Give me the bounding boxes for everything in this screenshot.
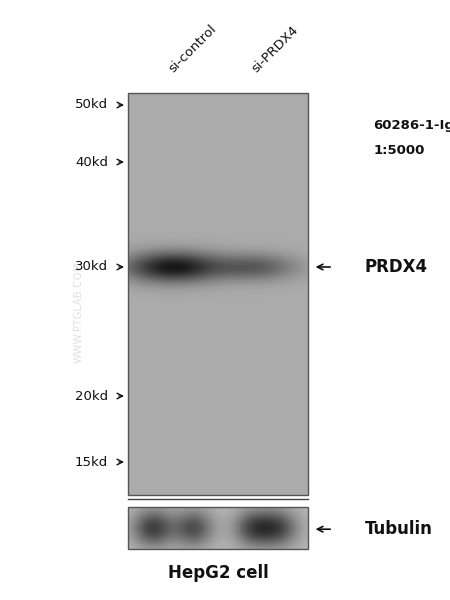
Text: si-PRDX4: si-PRDX4 [250, 23, 301, 75]
Text: 1:5000: 1:5000 [374, 143, 425, 157]
Text: 40kd: 40kd [75, 155, 108, 169]
Bar [128, 93, 308, 495]
Text: 15kd: 15kd [75, 455, 108, 469]
Text: 20kd: 20kd [75, 389, 108, 403]
Text: 60286-1-Ig: 60286-1-Ig [374, 119, 450, 133]
Text: 30kd: 30kd [75, 260, 108, 274]
Text: PRDX4: PRDX4 [364, 258, 427, 276]
Text: si-control: si-control [166, 22, 219, 75]
Text: 50kd: 50kd [75, 98, 108, 112]
Text: Tubulin: Tubulin [364, 520, 432, 538]
Text: WWW.PTGLAB.COM: WWW.PTGLAB.COM [74, 261, 84, 363]
Bar [128, 507, 308, 549]
Text: HepG2 cell: HepG2 cell [168, 564, 269, 582]
